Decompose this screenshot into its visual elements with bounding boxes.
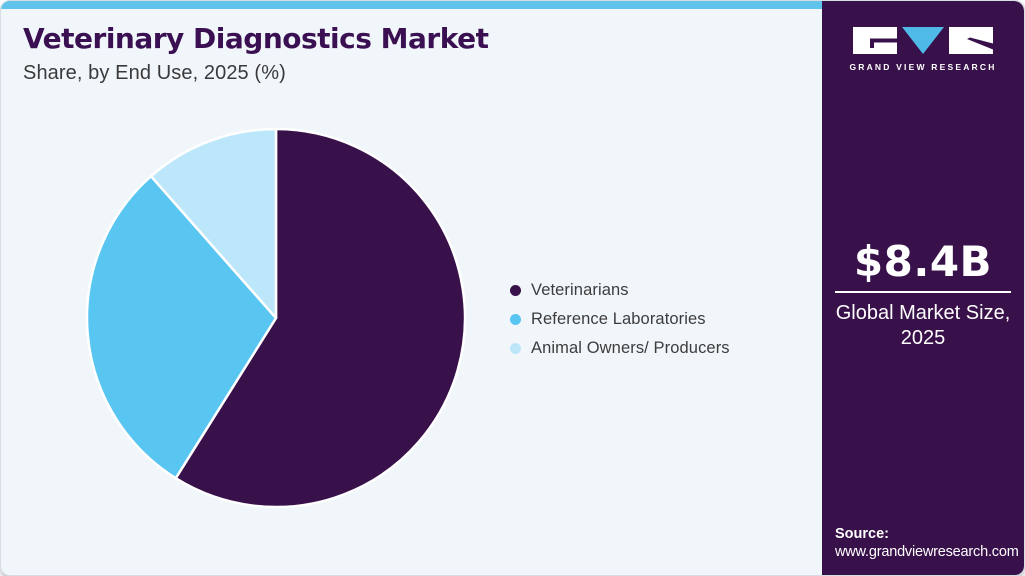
gvr-logo-icon [822, 27, 1024, 54]
market-size-block: $8.4B Global Market Size, 2025 [822, 241, 1024, 351]
gvr-logo-r-icon [949, 27, 993, 54]
pie-chart-svg [85, 127, 467, 509]
pie-chart [85, 127, 467, 509]
market-size-value: $8.4B [853, 237, 993, 286]
source-url: www.grandviewresearch.com [835, 544, 1019, 560]
gvr-logo-g-icon [853, 27, 897, 54]
legend-dot-icon [510, 284, 521, 296]
legend-label: Veterinarians [531, 280, 629, 299]
legend-item-animal-owners-producers: Animal Owners/ Producers [510, 336, 730, 360]
gvr-logo-v-icon [902, 27, 944, 54]
grand-view-research-logo: GRAND VIEW RESEARCH [822, 27, 1024, 72]
chart-title: Veterinary Diagnostics Market [23, 22, 489, 55]
pie-slice-veterinarians [174, 127, 467, 509]
legend-dot-icon [510, 342, 521, 354]
top-accent-bar [1, 1, 824, 9]
chart-subtitle: Share, by End Use, 2025 (%) [23, 61, 286, 84]
chart-header: Veterinary Diagnostics Market Share, by … [23, 22, 489, 85]
source-block: Source: www.grandviewresearch.com [835, 526, 1019, 560]
brand-sidebar: GRAND VIEW RESEARCH $8.4B Global Market … [822, 1, 1024, 575]
pie-slice-animal-owners-producers [149, 127, 278, 320]
legend-item-veterinarians: Veterinarians [510, 278, 730, 302]
pie-slice-reference-laboratories [85, 174, 278, 480]
market-size-caption: Global Market Size, 2025 [835, 302, 1011, 349]
chart-legend: Veterinarians Reference Laboratories Ani… [510, 278, 730, 365]
divider-line [835, 291, 1011, 293]
logo-wordmark: GRAND VIEW RESEARCH [849, 62, 997, 72]
legend-label: Animal Owners/ Producers [531, 338, 730, 357]
source-label: Source: [835, 526, 889, 542]
legend-dot-icon [510, 313, 521, 325]
legend-label: Reference Laboratories [531, 309, 706, 328]
legend-item-reference-laboratories: Reference Laboratories [510, 307, 730, 331]
